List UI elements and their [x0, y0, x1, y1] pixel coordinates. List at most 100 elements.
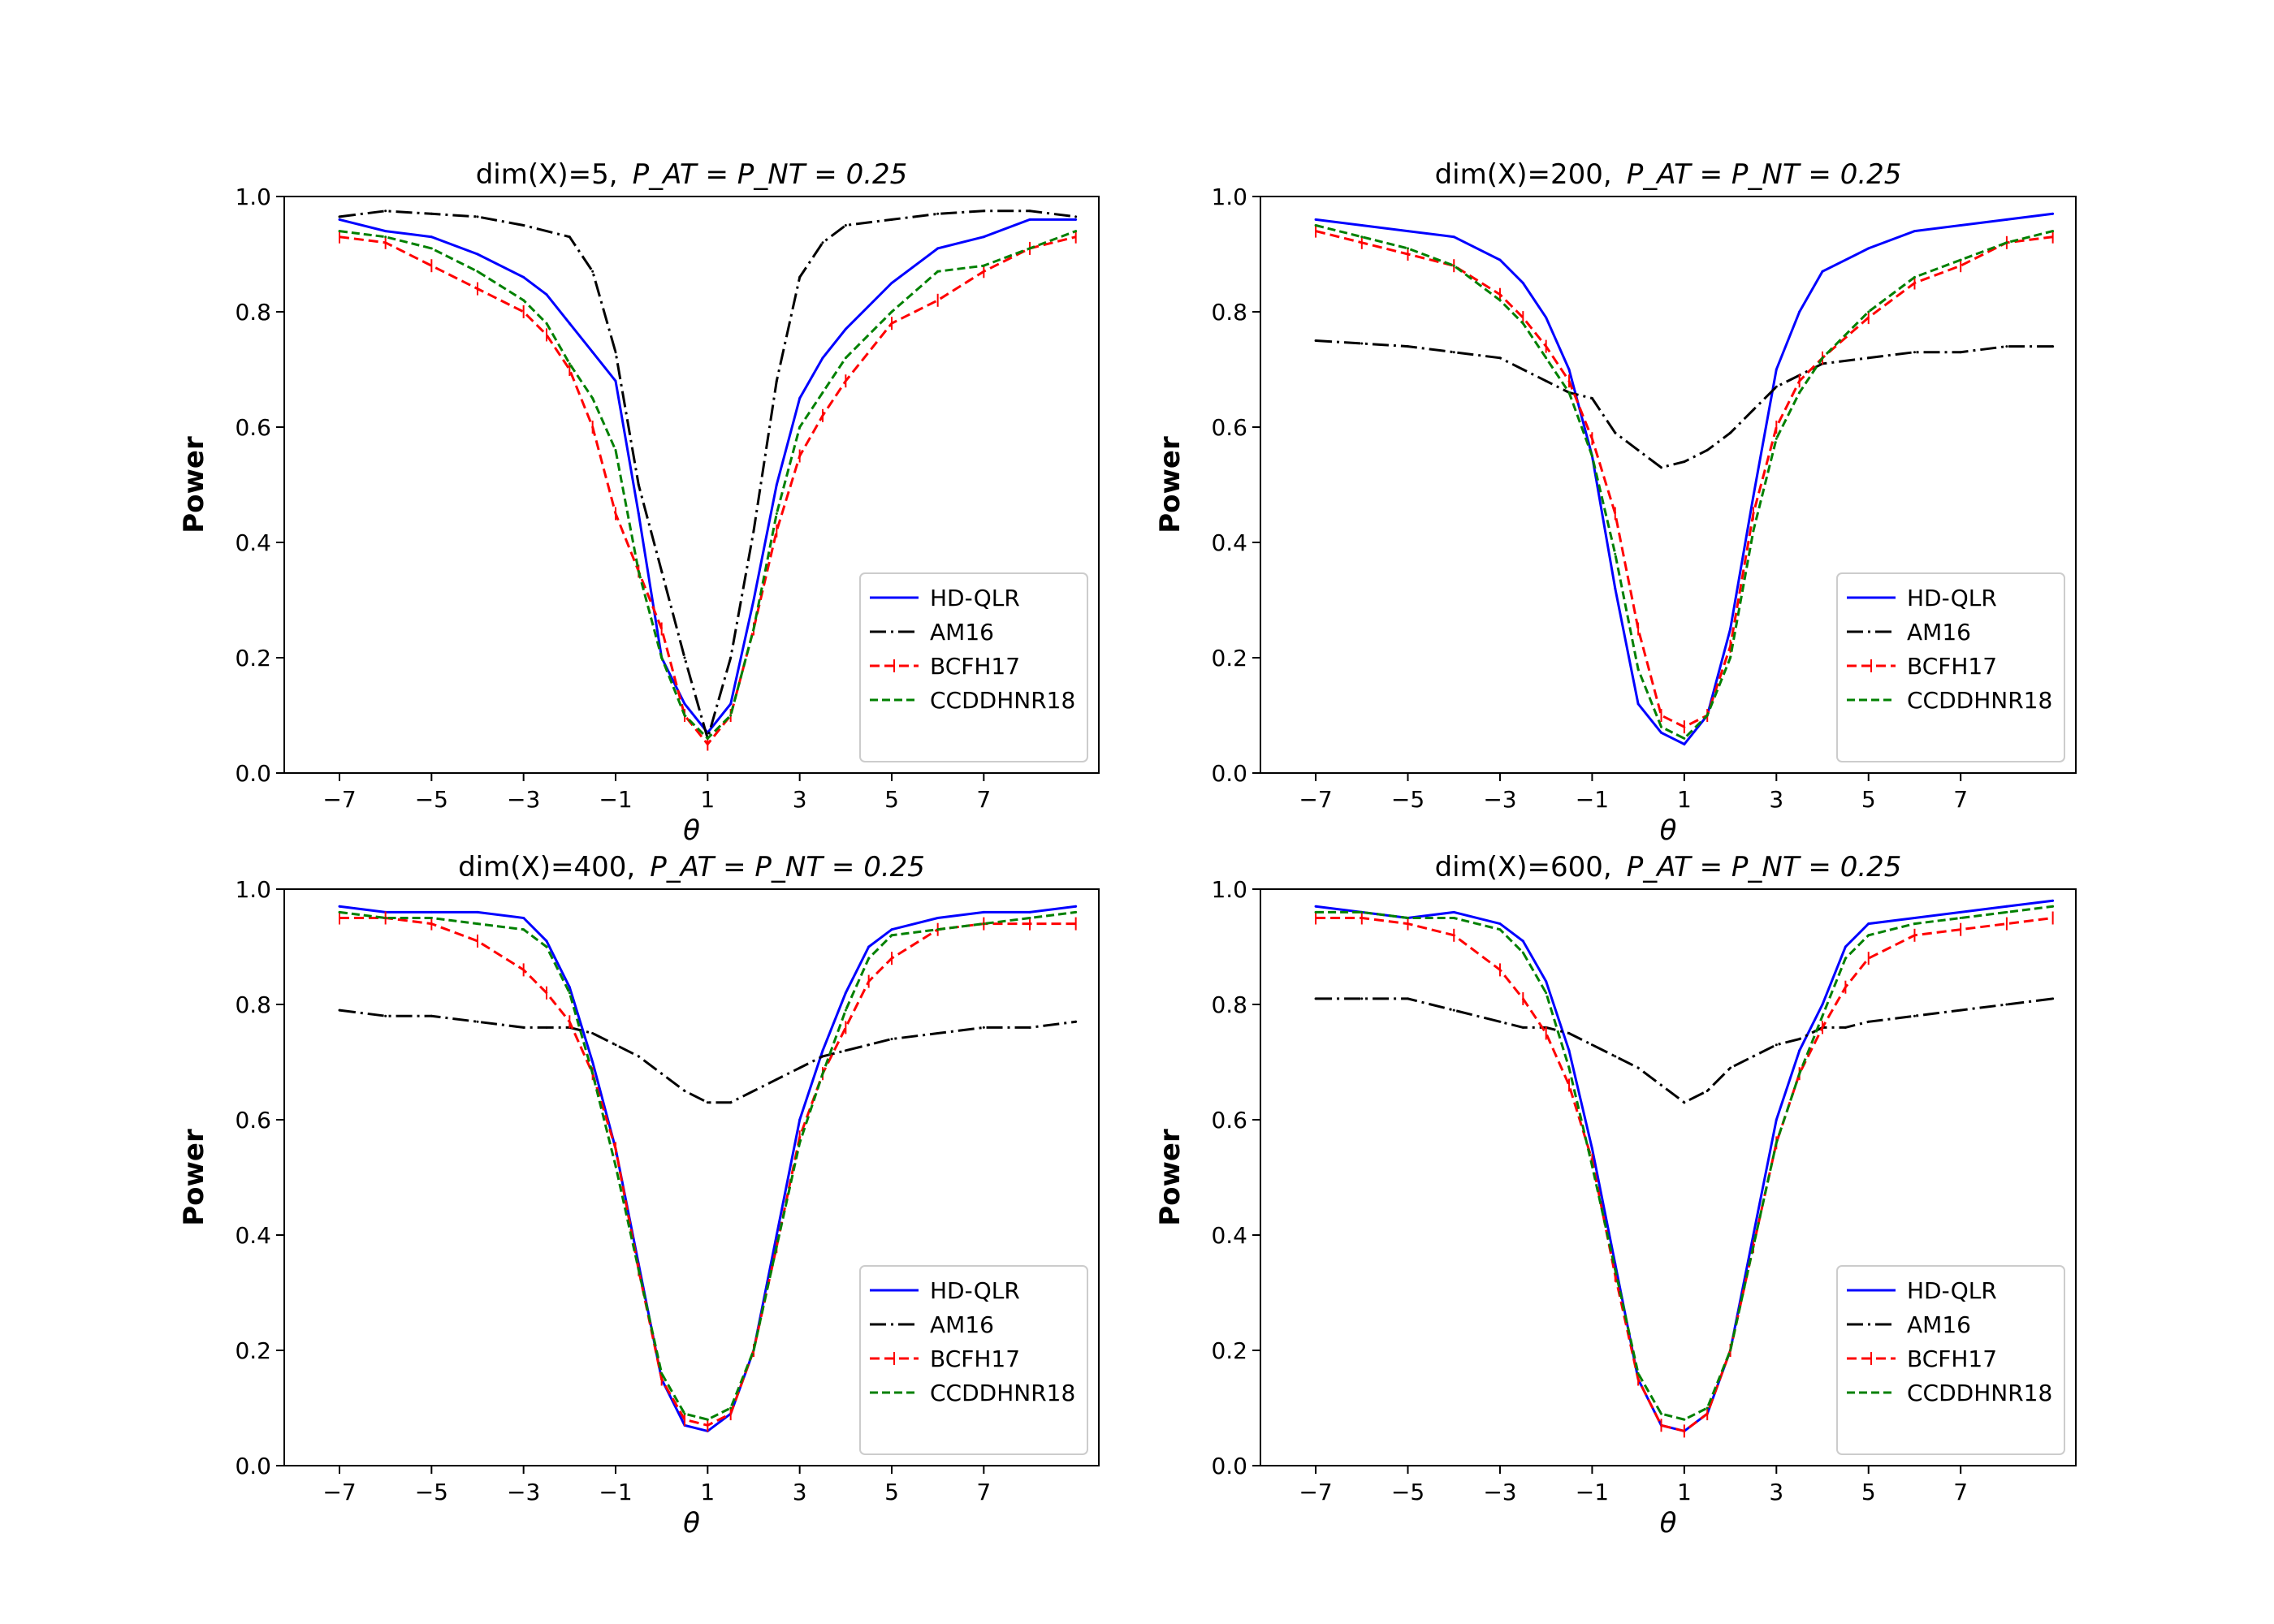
- data-point: [637, 570, 640, 572]
- data-point: [1821, 1003, 1824, 1006]
- series-line-am16: [339, 1009, 1076, 1104]
- data-point: [1614, 1268, 1617, 1272]
- data-point: [1821, 1014, 1824, 1017]
- data-point: [844, 224, 847, 227]
- data-point: [1636, 702, 1640, 706]
- data-point: [545, 322, 548, 325]
- data-point: [1867, 356, 1870, 360]
- data-point: [798, 1066, 802, 1069]
- data-point: [1913, 275, 1916, 279]
- data-point: [844, 327, 847, 330]
- data-point: [1407, 997, 1410, 1000]
- data-point: [545, 939, 548, 943]
- data-point: [568, 362, 571, 365]
- legend: HD-QLR AM16 BCFH17 CCDDHNR18: [859, 1265, 1088, 1455]
- data-point: [430, 212, 433, 215]
- subplot-title: dim(X)=200, P_AT = P_NT = 0.25: [1435, 158, 1902, 191]
- data-point: [660, 1371, 664, 1375]
- y-tick-label: 0.2: [235, 1337, 271, 1364]
- y-tick-label: 1.0: [1211, 184, 1247, 210]
- data-point: [1521, 282, 1524, 284]
- data-point: [1314, 339, 1317, 342]
- data-point: [1798, 1049, 1801, 1052]
- legend-label-am16: AM16: [1907, 619, 1971, 646]
- data-point: [637, 483, 640, 486]
- data-point: [1028, 247, 1031, 250]
- x-tick-label: −1: [1576, 1479, 1609, 1505]
- series-line-bcfh17: [339, 235, 1077, 746]
- data-point: [1659, 1412, 1662, 1415]
- y-tick-label: 0.8: [235, 991, 271, 1018]
- data-point: [338, 215, 341, 218]
- data-point: [775, 1233, 778, 1237]
- data-point: [1752, 1245, 1755, 1248]
- data-point: [729, 714, 733, 717]
- data-point: [637, 1055, 640, 1058]
- series-line-am16: [339, 209, 1076, 743]
- x-tick-label: 7: [976, 1479, 991, 1505]
- data-point: [1913, 917, 1916, 919]
- data-point: [522, 928, 525, 931]
- y-tick-label: 0.6: [235, 1107, 271, 1134]
- data-point: [338, 910, 341, 914]
- subplot-1: 0.0 0.2 0.4 0.6 0.8 1.0 −7 −5 −3 −1 1 3 5 7 θ Power dim(…: [178, 158, 1100, 847]
- x-tick-label: 5: [1861, 786, 1876, 813]
- y-tick-label: 0.6: [235, 414, 271, 441]
- data-point: [890, 928, 893, 931]
- y-tick-label: 1.0: [235, 184, 271, 210]
- data-point: [1521, 951, 1524, 954]
- x-tick-label: 5: [884, 786, 899, 813]
- data-point: [844, 991, 847, 995]
- y-tick-label: 0.8: [1211, 991, 1247, 1018]
- data-point: [1028, 917, 1031, 919]
- data-point: [1659, 1083, 1662, 1086]
- title-math: P_AT = P_NT = 0.25: [1627, 158, 1902, 191]
- data-point: [683, 656, 686, 659]
- data-point: [1314, 224, 1317, 227]
- data-point: [591, 1060, 594, 1064]
- data-point: [614, 448, 617, 451]
- data-point: [936, 1032, 940, 1034]
- data-point: [1614, 587, 1617, 590]
- data-point: [936, 270, 940, 273]
- title-math: P_AT = P_NT = 0.25: [1627, 851, 1902, 883]
- data-point: [591, 1032, 594, 1034]
- data-point: [1314, 905, 1317, 908]
- y-tick-label: 0.2: [1211, 1337, 1247, 1364]
- series-line-am16: [1316, 339, 2053, 469]
- data-point: [1407, 247, 1410, 250]
- data-point: [591, 397, 594, 400]
- axes-frame: [283, 888, 1100, 1466]
- data-point: [2005, 910, 2008, 914]
- data-point: [936, 247, 940, 250]
- axes-frame: [1260, 196, 2077, 774]
- x-tick-label: −7: [1299, 1479, 1332, 1505]
- data-point: [706, 1418, 709, 1421]
- series-line-ccddhnr18: [339, 230, 1077, 741]
- data-point: [568, 322, 571, 325]
- data-point: [729, 702, 733, 706]
- axes-frame: [1260, 888, 2077, 1466]
- data-point: [1959, 1009, 1962, 1012]
- data-point: [1775, 368, 1778, 371]
- legend-label-ccddhnr18: CCDDHNR18: [930, 687, 1075, 714]
- data-point: [338, 1009, 341, 1012]
- data-point: [1498, 928, 1502, 931]
- data-point: [1959, 258, 1962, 261]
- data-point: [1913, 351, 1916, 354]
- data-point: [1729, 1066, 1732, 1069]
- x-tick-label: 5: [1861, 1479, 1876, 1505]
- data-point: [1314, 997, 1317, 1000]
- data-point: [1752, 495, 1755, 498]
- y-tick-label: 0.0: [235, 1453, 271, 1479]
- data-point: [1360, 224, 1364, 227]
- data-point: [1614, 552, 1617, 555]
- y-tick-label: 0.4: [235, 529, 271, 556]
- data-point: [821, 1072, 824, 1075]
- y-tick-label: 1.0: [235, 876, 271, 903]
- data-point: [752, 628, 755, 630]
- series-line-hd-qlr: [339, 218, 1076, 735]
- data-point: [683, 1090, 686, 1092]
- data-point: [614, 379, 617, 382]
- data-point: [614, 1164, 617, 1168]
